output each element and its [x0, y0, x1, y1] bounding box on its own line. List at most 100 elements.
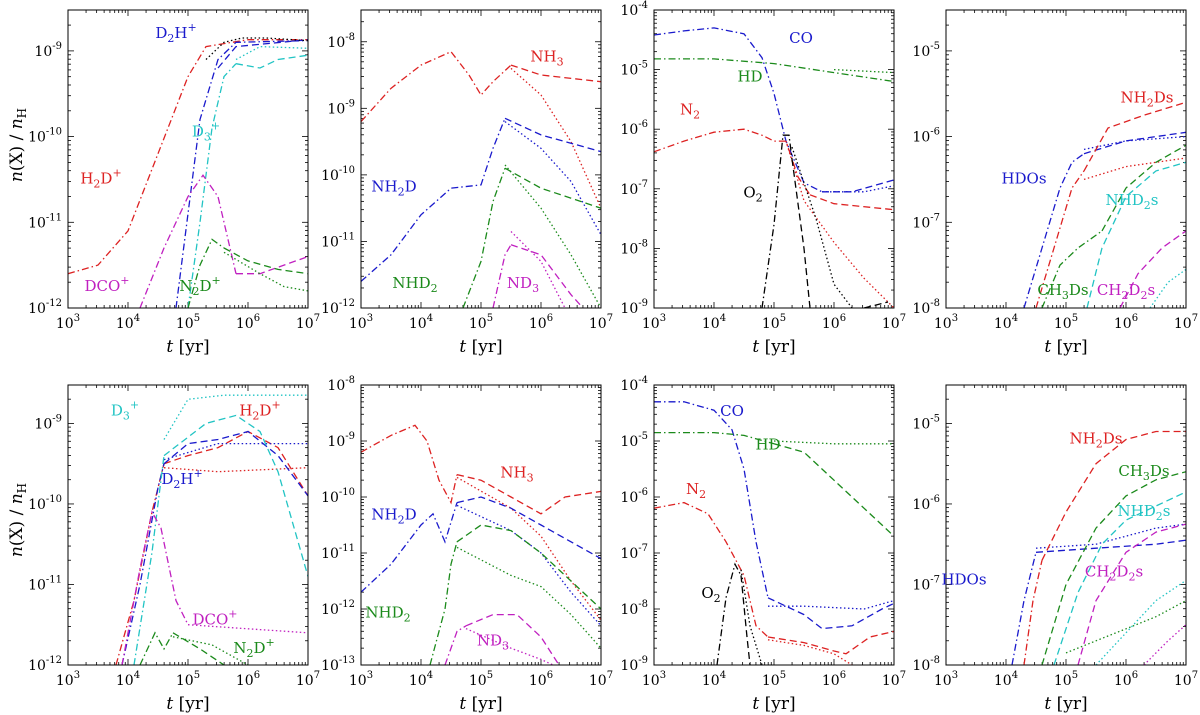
curve-label: H2D+ — [80, 167, 121, 191]
y-tick-label: 10-7 — [620, 179, 648, 198]
y-tick-label: 10-10 — [321, 487, 355, 506]
y-tick-label: 10-11 — [28, 574, 62, 593]
curve-label: N2 — [686, 480, 706, 501]
y-tick-label: 10-4 — [620, 375, 648, 394]
series-line — [833, 68, 894, 74]
y-tick-label: 10-9 — [327, 431, 355, 450]
series-line — [809, 194, 894, 211]
curve-label: D2H+ — [161, 467, 202, 491]
y-tick-label: 10-8 — [620, 599, 648, 618]
curve-label: NHD2 — [392, 274, 437, 295]
x-tick-label: 107 — [589, 670, 613, 689]
curve-label: ND3 — [507, 274, 539, 295]
series-line — [1035, 523, 1186, 549]
series-line — [172, 632, 225, 665]
y-tick-label: 10-9 — [620, 655, 648, 674]
series-line — [822, 185, 894, 193]
x-tick-label: 105 — [1054, 313, 1078, 332]
xlabel: t [yr] — [752, 694, 795, 714]
series-line — [1077, 523, 1186, 665]
panel-bottom-4: 103 104 105 106 107 10-8 10-7 10-6 10-5 NH2Ds CH3D… — [912, 384, 1198, 689]
curve-label: NH2Ds — [1070, 430, 1123, 451]
series-line — [767, 630, 894, 655]
x-tick-label: 103 — [642, 313, 666, 332]
curve-label: HDOs — [1001, 170, 1046, 188]
x-tick-label: 104 — [116, 670, 140, 689]
xlabel: t [yr] — [459, 694, 502, 714]
x-tick-label: 106 — [529, 313, 553, 332]
series-line — [456, 524, 601, 610]
series-line — [172, 636, 249, 665]
ylabel-top: n(X) / nH — [7, 108, 29, 182]
series-line — [456, 546, 601, 649]
curve-label: N2D+ — [179, 274, 220, 298]
series-line — [121, 463, 165, 665]
series-line — [456, 504, 601, 627]
y-tick-label: 10-8 — [327, 32, 355, 51]
series-line — [654, 501, 769, 638]
y-tick-label: 10-11 — [321, 543, 355, 562]
xlabel: t [yr] — [752, 337, 795, 357]
plot-frame — [653, 384, 895, 666]
curve-label: N2D+ — [233, 636, 274, 660]
series-line — [761, 134, 793, 308]
curve-label: D3+ — [111, 398, 139, 422]
series-line — [1041, 430, 1186, 561]
x-tick-label: 103 — [349, 670, 373, 689]
series-line — [133, 455, 165, 665]
series-line — [510, 64, 601, 83]
panel-top-3: 103 104 105 106 107 10-9 10-8 10-7 10-6 10-5 10-4 C… — [620, 0, 906, 332]
series-line — [223, 251, 308, 292]
series-line — [740, 575, 751, 665]
series-line — [139, 631, 174, 665]
series-line — [767, 597, 894, 630]
x-tick-label: 104 — [702, 313, 726, 332]
series-line — [462, 167, 506, 308]
series-line — [510, 231, 566, 308]
series-line — [163, 430, 308, 497]
x-tick-label: 107 — [1174, 313, 1198, 332]
x-tick-label: 106 — [236, 670, 260, 689]
curve-label: NH2D — [371, 505, 416, 526]
y-tick-label: 10-9 — [34, 413, 62, 432]
y-tick-label: 10-12 — [28, 655, 62, 674]
x-tick-label: 105 — [469, 313, 493, 332]
x-tick-label: 106 — [1114, 313, 1138, 332]
x-tick-label: 104 — [702, 670, 726, 689]
y-tick-label: 10-11 — [28, 212, 62, 231]
x-tick-label: 107 — [1174, 670, 1198, 689]
plot-frame — [360, 384, 602, 666]
curve-label: DCO+ — [192, 608, 237, 629]
plot-frame — [67, 9, 309, 309]
panel-top-4: 103 104 105 106 107 10-8 10-7 10-6 10-5 NH2Ds HDOs… — [912, 9, 1198, 332]
x-tick-label: 106 — [1114, 670, 1138, 689]
series-line — [1065, 600, 1186, 654]
curve-label: HD — [755, 435, 780, 453]
panel-top-2: 103 104 105 106 107 10-12 10-11 10-10 10-9 10-8 NH… — [321, 9, 613, 332]
y-tick-label: 10-6 — [912, 127, 940, 146]
xlabel: t [yr] — [1044, 694, 1087, 714]
series-line — [236, 255, 308, 275]
series-line — [465, 628, 554, 665]
xlabel: t [yr] — [166, 337, 209, 357]
curve-label: NH2D — [371, 178, 416, 199]
series-line — [654, 58, 894, 83]
y-tick-label: 10-6 — [620, 119, 648, 138]
series-line — [654, 128, 811, 196]
series-line — [1143, 624, 1186, 665]
y-tick-label: 10-5 — [912, 41, 940, 60]
series-line — [163, 430, 308, 497]
series-line — [139, 174, 237, 308]
y-tick-label: 10-7 — [912, 574, 940, 593]
y-tick-label: 10-12 — [321, 599, 355, 618]
x-tick-label: 106 — [822, 670, 846, 689]
y-tick-label: 10-4 — [620, 0, 648, 19]
curve-label: D2H+ — [155, 21, 196, 45]
xlabel: t [yr] — [459, 337, 502, 357]
xlabel: t [yr] — [1044, 337, 1087, 357]
series-line — [429, 541, 458, 665]
x-tick-label: 103 — [56, 670, 80, 689]
series-line — [235, 45, 308, 61]
plot-frame — [360, 9, 602, 309]
